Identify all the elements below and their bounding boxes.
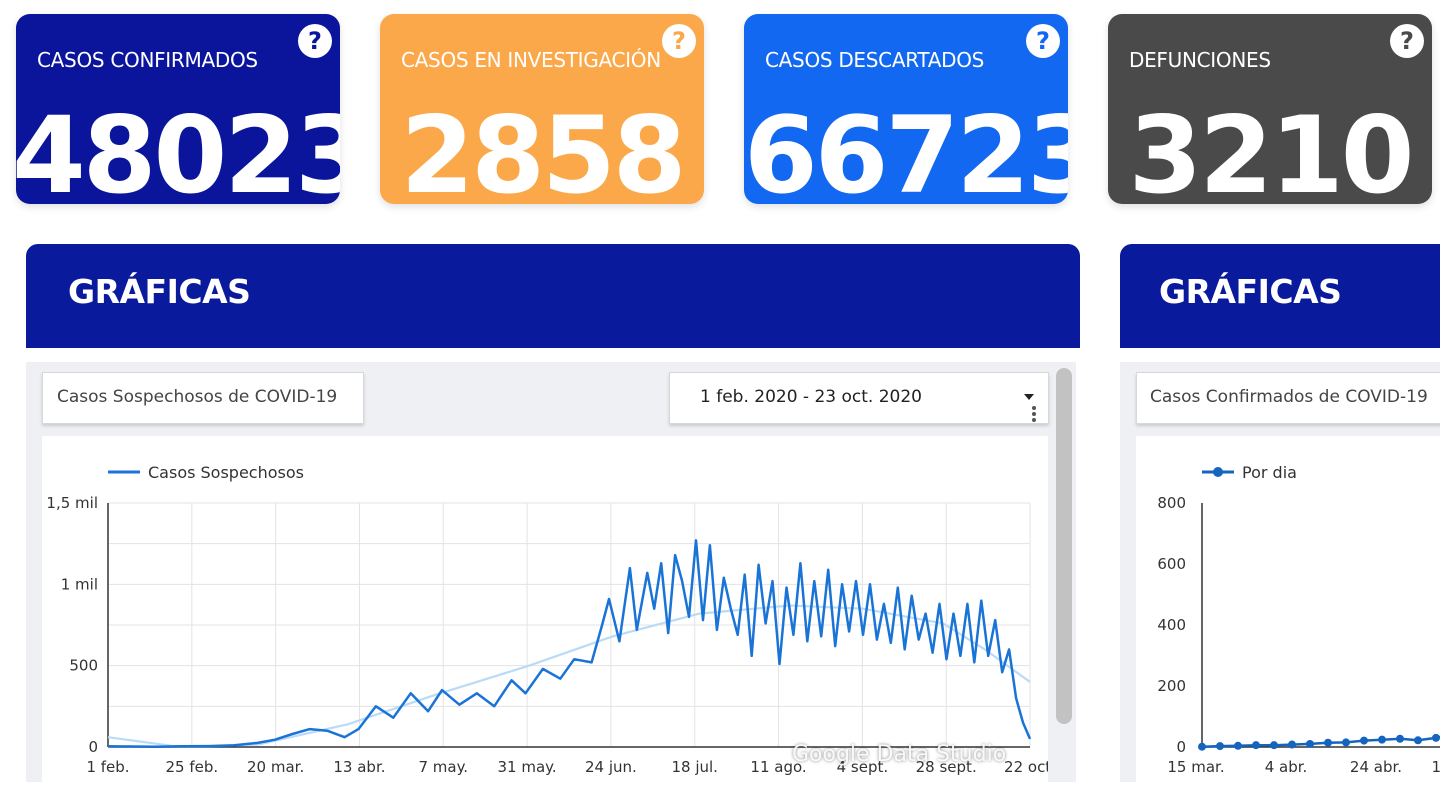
series-por-dia-line bbox=[1201, 735, 1440, 748]
y-tick-label: 200 bbox=[1157, 677, 1186, 695]
y-tick-label: 0 bbox=[1176, 738, 1186, 756]
series-por-dia-point bbox=[1396, 734, 1404, 743]
series-por-dia-point bbox=[1252, 741, 1260, 750]
help-icon[interactable]: ? bbox=[298, 24, 332, 58]
chart-title-chip: Casos Confirmados de COVID-19 bbox=[1136, 372, 1440, 424]
x-tick-label: 18 jul. bbox=[671, 758, 717, 776]
chart-title-chip: Casos Sospechosos de COVID-19 bbox=[42, 372, 364, 424]
x-tick-label: 4 abr. bbox=[1265, 758, 1308, 776]
x-tick-label: 25 feb. bbox=[165, 758, 218, 776]
section-header-graficas: GRÁFICAS bbox=[26, 244, 1080, 348]
kpi-value: 48023 bbox=[16, 94, 340, 205]
y-tick-label: 800 bbox=[1157, 494, 1186, 512]
y-tick-label: 600 bbox=[1157, 555, 1186, 573]
kpi-label: DEFUNCIONES bbox=[1129, 48, 1271, 72]
section-title: GRÁFICAS bbox=[1159, 272, 1342, 311]
series-por-dia-point bbox=[1306, 739, 1314, 748]
y-tick-label: 0 bbox=[88, 738, 98, 756]
y-tick-label: 400 bbox=[1157, 616, 1186, 634]
x-tick-label: 13 abr. bbox=[333, 758, 385, 776]
x-tick-label: 7 may. bbox=[418, 758, 468, 776]
section-title: GRÁFICAS bbox=[68, 272, 251, 311]
watermark-text: Google Data Studio bbox=[792, 742, 1007, 767]
date-range-picker[interactable]: 1 feb. 2020 - 23 oct. 2020 bbox=[669, 372, 1049, 424]
legend-label: Casos Sospechosos bbox=[148, 463, 304, 482]
series-casos-sospechosos-line bbox=[107, 539, 1032, 748]
series-por-dia-point bbox=[1216, 742, 1224, 751]
kpi-card-confirmados: CASOS CONFIRMADOS ? 48023 bbox=[16, 14, 340, 204]
x-tick-label: 20 mar. bbox=[247, 758, 304, 776]
chart-panel-sospechosos: Casos Sospechosos de COVID-19 1 feb. 202… bbox=[26, 362, 1076, 782]
section-header-graficas-2: GRÁFICAS bbox=[1120, 244, 1440, 348]
help-icon[interactable]: ? bbox=[1390, 24, 1424, 58]
more-options-icon[interactable] bbox=[1032, 405, 1036, 423]
help-icon[interactable]: ? bbox=[1026, 24, 1060, 58]
kpi-card-defunciones: DEFUNCIONES ? 3210 bbox=[1108, 14, 1432, 204]
series-por-dia-point bbox=[1342, 738, 1350, 747]
x-tick-label: 24 abr. bbox=[1350, 758, 1402, 776]
y-tick-label: 1,5 mil bbox=[46, 494, 98, 512]
series-por-dia-point bbox=[1288, 740, 1296, 749]
suspected-cases-chart: 1 feb. 25 feb. 20 mar. 13 abr. 7 may. 31 may.… bbox=[46, 463, 1048, 776]
x-tick-label: 31 may. bbox=[498, 758, 557, 776]
chart-panel-confirmados: Casos Confirmados de COVID-19 0 200 400 600… bbox=[1120, 362, 1440, 782]
series-por-dia-point bbox=[1270, 741, 1278, 750]
x-tick-label: 22 oct. bbox=[1004, 758, 1048, 776]
series-por-dia-point bbox=[1360, 736, 1368, 745]
legend-marker bbox=[1213, 467, 1223, 477]
series-por-dia-point bbox=[1432, 733, 1440, 742]
chart-plot-area: 1 feb. 25 feb. 20 mar. 13 abr. 7 may. 31 may.… bbox=[42, 436, 1048, 782]
x-tick-label: 4 sept. bbox=[837, 758, 889, 776]
kpi-value: 66723 bbox=[744, 94, 1068, 205]
dropdown-arrow-icon[interactable] bbox=[1024, 394, 1034, 400]
vertical-scrollbar[interactable] bbox=[1056, 368, 1072, 724]
help-icon[interactable]: ? bbox=[662, 24, 696, 58]
chart-title: Casos Confirmados de COVID-19 bbox=[1150, 387, 1428, 407]
kpi-value: 3210 bbox=[1128, 94, 1414, 205]
legend-label: Por dia bbox=[1242, 463, 1297, 482]
date-range-value: 1 feb. 2020 - 23 oct. 2020 bbox=[700, 387, 922, 407]
series-por-dia-point bbox=[1378, 735, 1386, 744]
series-por-dia-point bbox=[1198, 742, 1206, 751]
series-por-dia-point bbox=[1324, 738, 1332, 747]
x-tick-label: 28 sept. bbox=[916, 758, 977, 776]
chart-title: Casos Sospechosos de COVID-19 bbox=[57, 387, 338, 407]
kpi-card-descartados: CASOS DESCARTADOS ? 66723 bbox=[744, 14, 1068, 204]
series-por-dia-point bbox=[1234, 741, 1242, 750]
x-tick-label: 24 jun. bbox=[585, 758, 637, 776]
series-por-dia-point bbox=[1414, 736, 1422, 745]
y-tick-label: 1 mil bbox=[61, 575, 98, 593]
x-tick-label: 14 bbox=[1431, 758, 1440, 776]
y-tick-label: 500 bbox=[69, 657, 98, 675]
x-tick-label: 1 feb. bbox=[86, 758, 129, 776]
chart-plot-area: 0 200 400 600 800 15 mar. 4 abr. 24 abr. 14 Por d… bbox=[1136, 436, 1440, 782]
confirmed-daily-chart: 0 200 400 600 800 15 mar. 4 abr. 24 abr. 14 Por d… bbox=[1157, 463, 1440, 776]
kpi-label: CASOS EN INVESTIGACIÓN bbox=[401, 48, 661, 72]
kpi-card-investigacion: CASOS EN INVESTIGACIÓN ? 2858 bbox=[380, 14, 704, 204]
kpi-label: CASOS CONFIRMADOS bbox=[37, 48, 258, 72]
kpi-label: CASOS DESCARTADOS bbox=[765, 48, 985, 72]
kpi-value: 2858 bbox=[400, 94, 686, 205]
x-tick-label: 15 mar. bbox=[1167, 758, 1224, 776]
x-tick-label: 11 ago. bbox=[750, 758, 806, 776]
